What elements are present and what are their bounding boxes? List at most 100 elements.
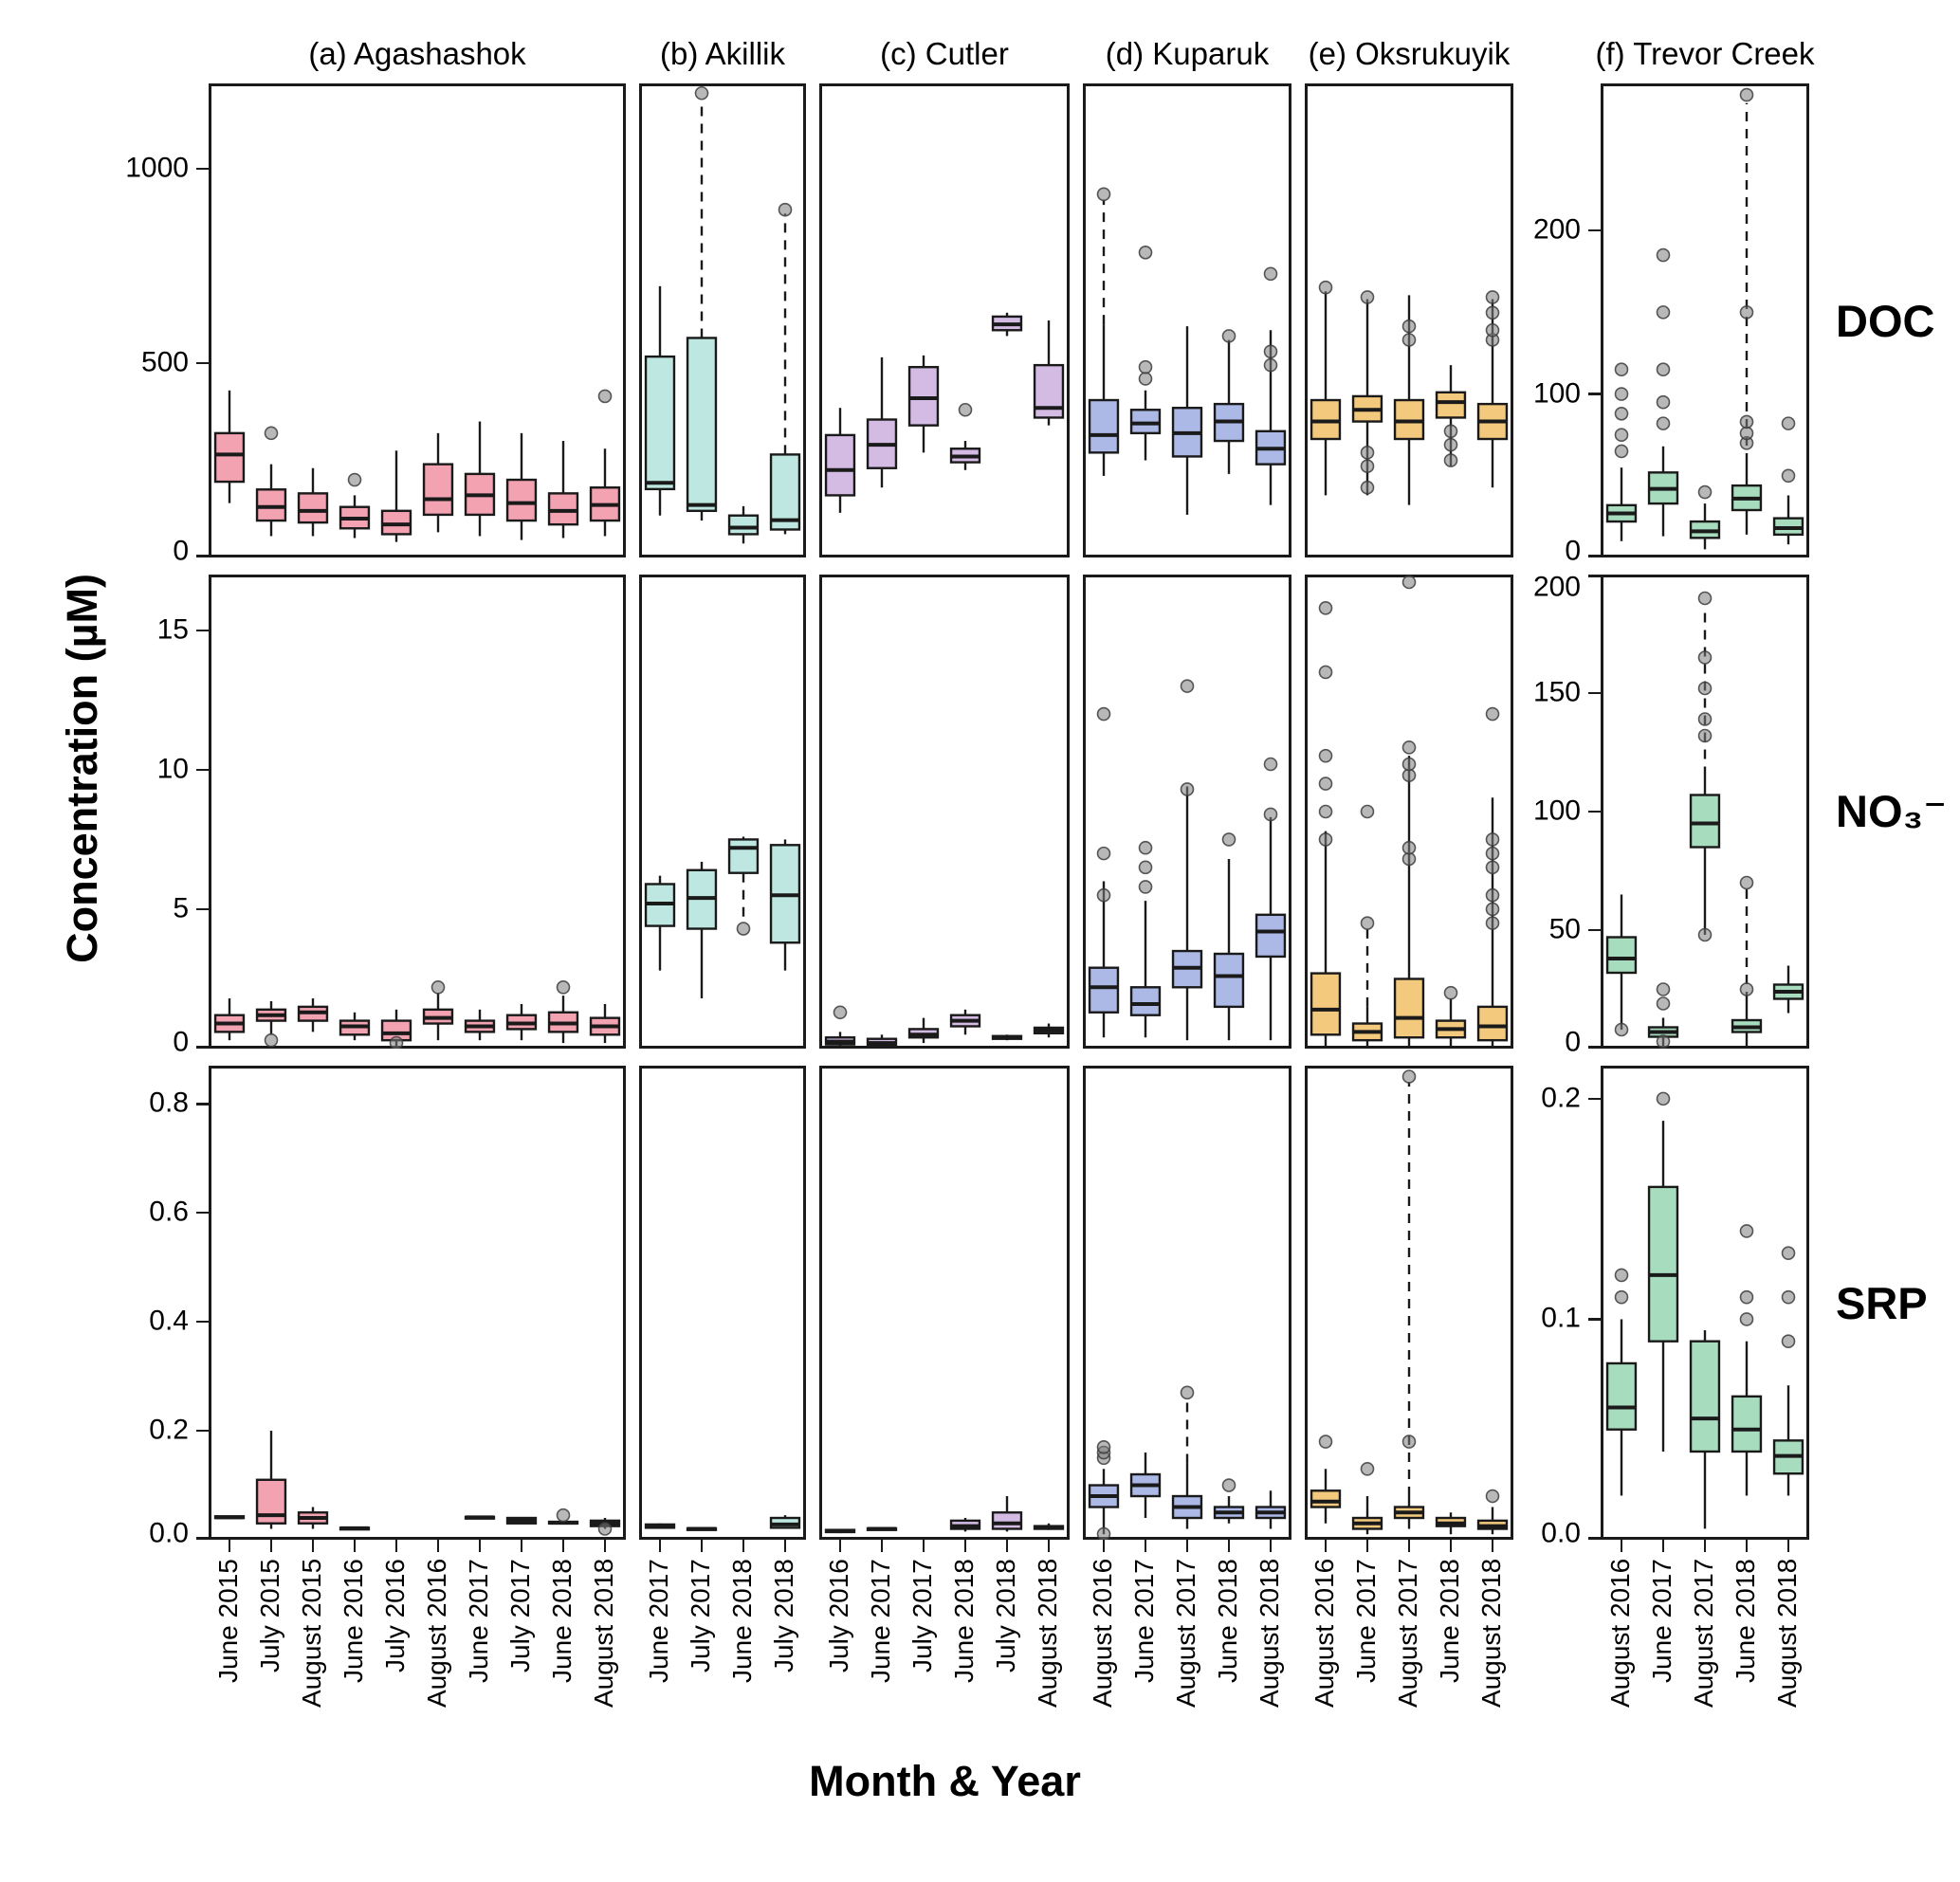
outlier-point [778, 202, 793, 217]
x-tick-label: June 2017 [1647, 1559, 1676, 1683]
box [866, 1034, 898, 1048]
y-tick-mark [1588, 810, 1601, 813]
box [1129, 840, 1162, 1038]
x-tick-label: June 2018 [727, 1559, 757, 1683]
outlier-point [1443, 985, 1458, 1000]
outlier-point [1485, 706, 1500, 722]
x-tick-label: July 2016 [824, 1559, 853, 1672]
outlier-point [1739, 1289, 1754, 1305]
box [727, 836, 760, 936]
y-tick-label: 150 [1532, 676, 1581, 708]
x-tick-mark [311, 1540, 315, 1552]
x-axis-trevor: August 2016 June 2017 August 2017 June 2018… [1601, 1540, 1809, 1734]
box [1435, 985, 1467, 1047]
x-tick-mark [963, 1540, 967, 1552]
plot-srp-oksrukuyik [1305, 1066, 1513, 1540]
outlier-point [1614, 387, 1629, 401]
boxplot-figure: Concentration (µM) (a) Agashashok (b) Aki… [38, 15, 1947, 1806]
outlier-point [958, 402, 973, 417]
box [769, 839, 801, 971]
panel-srp-trevor [1601, 1066, 1809, 1540]
x-tick-label: June 2017 [1351, 1559, 1381, 1683]
box [1213, 329, 1245, 474]
y-axis-srp: 0.0 0.2 0.4 0.6 0.8 [118, 1066, 209, 1548]
outlier-point [1138, 372, 1153, 386]
y-tick-mark [1588, 1537, 1601, 1540]
box [339, 472, 371, 539]
y-tick-mark [1588, 555, 1601, 557]
panel-no3-oksrukuyik [1305, 575, 1513, 1049]
outlier-point [1096, 187, 1111, 202]
outlier-point [1656, 996, 1671, 1011]
outlier-point [1401, 333, 1417, 347]
outlier-point [1656, 362, 1671, 377]
outlier-point [1318, 600, 1333, 615]
y-tick-label: 0 [173, 1026, 189, 1058]
outlier-point [264, 1032, 279, 1048]
box [1435, 365, 1467, 467]
box [991, 1496, 1023, 1532]
box [213, 1515, 246, 1520]
x-tick-label: August 2018 [1476, 1559, 1506, 1708]
outlier-point [1360, 290, 1375, 304]
outlier-point [1401, 575, 1417, 590]
outlier-point [1781, 1289, 1796, 1305]
plot-doc-agashashok [209, 83, 626, 557]
box [1129, 1453, 1162, 1519]
box [727, 505, 760, 544]
outlier-point [1138, 860, 1153, 875]
outlier-point [1781, 1246, 1796, 1260]
box [1689, 484, 1721, 550]
x-tick-mark [269, 1540, 273, 1552]
outlier-point [1697, 927, 1713, 942]
box [769, 202, 801, 535]
box [339, 1012, 371, 1041]
box [824, 1005, 856, 1048]
y-tick-label: 0 [1565, 535, 1581, 567]
box [297, 1507, 329, 1529]
outlier-point [1221, 1478, 1236, 1492]
x-tick-label: July 2017 [907, 1559, 937, 1672]
box [907, 1017, 940, 1044]
panel-doc-trevor [1601, 83, 1809, 557]
x-tick-mark [436, 1540, 440, 1552]
panel-title-oksrukuyik: (e) Oksrukuyik [1308, 36, 1511, 71]
plot-doc-kuparuk [1083, 83, 1291, 557]
x-tick-label: June 2018 [547, 1559, 577, 1683]
outlier-point [1739, 414, 1754, 429]
panel-srp-cutler [819, 1066, 1070, 1540]
outlier-point [1614, 1268, 1629, 1283]
y-tick-mark [196, 1537, 209, 1540]
outlier-point [597, 1522, 613, 1536]
box [1255, 757, 1287, 1041]
outlier-point [1138, 840, 1153, 855]
y-tick-mark [1588, 928, 1601, 932]
box [769, 1515, 801, 1529]
y-tick-label: 5 [173, 892, 189, 924]
box [255, 1001, 287, 1048]
box [1605, 894, 1638, 1037]
x-axis-title: Month & Year [809, 1757, 1081, 1805]
box [1689, 1330, 1721, 1529]
panel-no3-agashashok [209, 575, 626, 1049]
box [1772, 1246, 1804, 1496]
x-tick-label: July 2015 [255, 1559, 284, 1672]
box [213, 390, 246, 503]
outlier-point [1485, 902, 1500, 917]
box [866, 1526, 898, 1531]
box [949, 1518, 981, 1532]
plot-no3-akillik [639, 575, 806, 1049]
box [1129, 245, 1162, 461]
outlier-point [1739, 305, 1754, 320]
plot-doc-akillik [639, 83, 806, 557]
box [422, 979, 454, 1041]
x-axis-cutler: July 2016 June 2017 July 2017 June 2018 July… [819, 1540, 1070, 1734]
box [1393, 575, 1425, 1047]
y-tick-mark [1588, 575, 1601, 577]
outlier-point [1781, 416, 1796, 430]
box [1088, 1439, 1120, 1540]
x-tick-label: June 2017 [866, 1559, 895, 1683]
box [949, 402, 981, 470]
x-tick-mark [1102, 1540, 1106, 1552]
outlier-point [1656, 1091, 1671, 1106]
